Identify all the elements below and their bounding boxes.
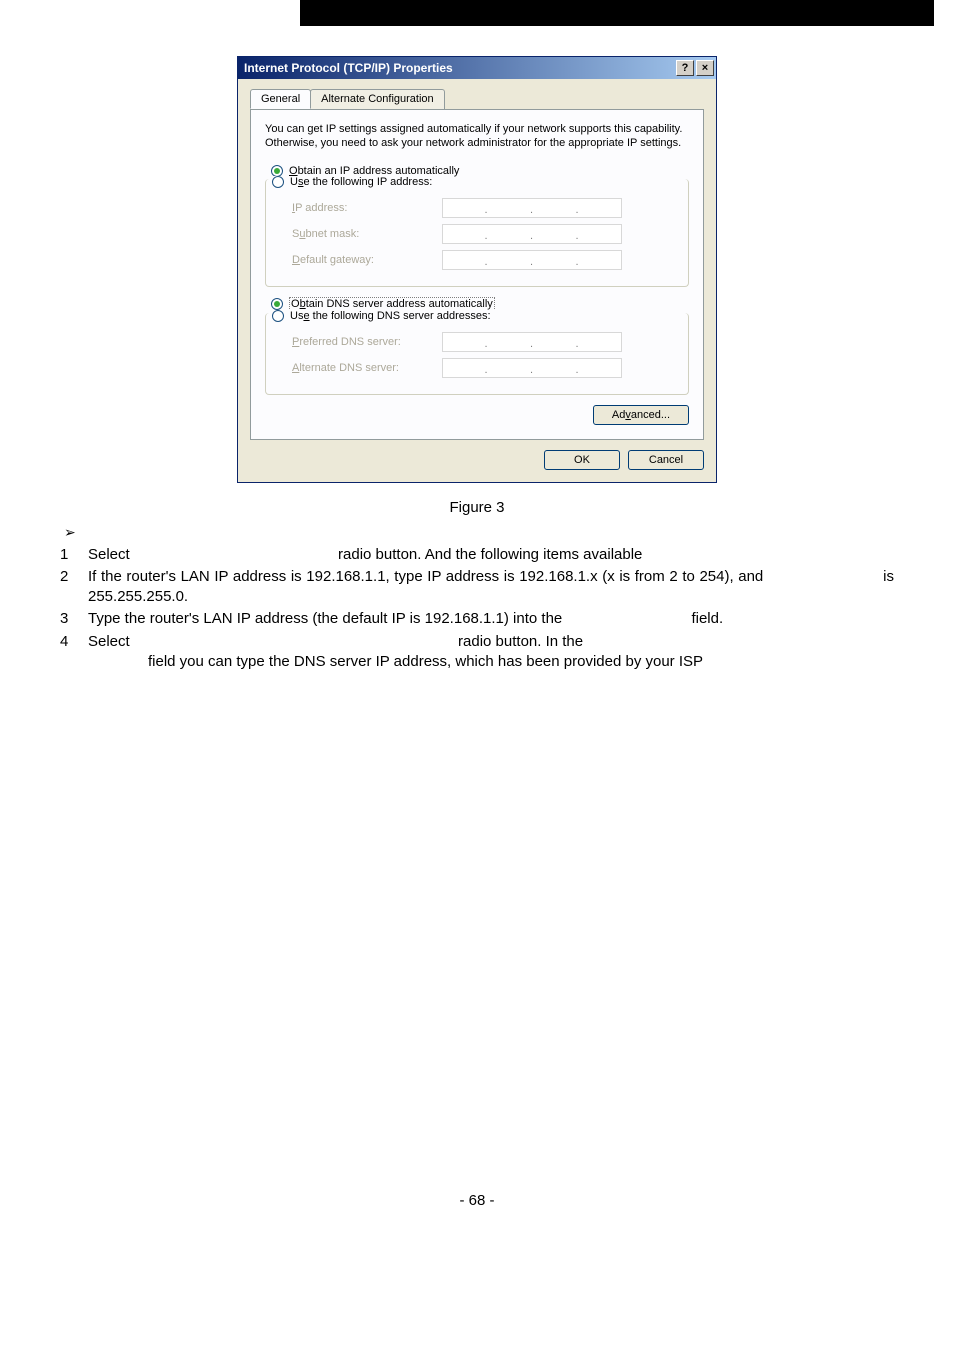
dialog-body: General Alternate Configuration You can …	[238, 79, 716, 482]
list-num-3: 3	[60, 609, 88, 629]
help-icon: ?	[682, 63, 689, 74]
ip-address-group: Use the following IP address: IP address…	[265, 179, 689, 287]
dialog-title: Internet Protocol (TCP/IP) Properties	[244, 61, 674, 75]
intro-text: You can get IP settings assigned automat…	[265, 122, 689, 151]
default-gateway-row: Default gateway: ...	[292, 250, 678, 270]
list-item: 2 If the router's LAN IP address is 192.…	[60, 567, 894, 608]
advanced-row: Advanced...	[265, 405, 689, 425]
default-gateway-label: Default gateway:	[292, 254, 442, 266]
list-text-3: Type the router's LAN IP address (the de…	[88, 609, 894, 629]
preferred-dns-input: ...	[442, 332, 622, 352]
tab-strip: General Alternate Configuration	[250, 89, 704, 110]
tab-general-label: General	[261, 93, 300, 105]
ip-address-input: ...	[442, 198, 622, 218]
dns-group: Use the following DNS server addresses: …	[265, 313, 689, 395]
subnet-mask-row: Subnet mask: ...	[292, 224, 678, 244]
list-text-1: Select radio button. And the following i…	[88, 545, 894, 565]
alternate-dns-row: Alternate DNS server: ...	[292, 358, 678, 378]
radio-obtain-dns-auto[interactable]: Obtain DNS server address automatically	[271, 297, 689, 311]
list-item: 4 Select radio button. In the field you …	[60, 632, 894, 673]
list-text-4: Select radio button. In the field you ca…	[88, 632, 894, 673]
tab-general[interactable]: General	[250, 89, 311, 109]
preferred-dns-row: Preferred DNS server: ...	[292, 332, 678, 352]
page-content: Internet Protocol (TCP/IP) Properties ? …	[0, 26, 954, 1209]
radio-icon	[272, 176, 284, 188]
subnet-mask-label: Subnet mask:	[292, 228, 442, 240]
radio-use-dns-label: Use the following DNS server addresses:	[290, 310, 491, 322]
close-button[interactable]: ×	[696, 60, 714, 76]
default-gateway-input: ...	[442, 250, 622, 270]
advanced-button[interactable]: Advanced...	[593, 405, 689, 425]
list-item: 1 Select radio button. And the following…	[60, 545, 894, 565]
list-item: 3 Type the router's LAN IP address (the …	[60, 609, 894, 629]
alternate-dns-input: ...	[442, 358, 622, 378]
ip-address-row: IP address: ...	[292, 198, 678, 218]
figure-caption: Figure 3	[60, 499, 894, 516]
radio-use-following-ip[interactable]: Use the following IP address:	[272, 176, 438, 188]
tab-alt-label: Alternate Configuration	[321, 93, 434, 105]
header-black-bar	[300, 0, 934, 26]
arrow-marker: ➢	[64, 524, 894, 541]
dialog-button-row: OK Cancel	[250, 450, 704, 470]
close-icon: ×	[702, 63, 708, 74]
cancel-button[interactable]: Cancel	[628, 450, 704, 470]
instruction-list: 1 Select radio button. And the following…	[60, 545, 894, 673]
list-num-2: 2	[60, 567, 88, 608]
list-num-4: 4	[60, 632, 88, 673]
radio-icon	[271, 298, 283, 310]
ok-button[interactable]: OK	[544, 450, 620, 470]
ip-address-label: IP address:	[292, 202, 442, 214]
help-button[interactable]: ?	[676, 60, 694, 76]
preferred-dns-label: Preferred DNS server:	[292, 336, 442, 348]
list-text-2: If the router's LAN IP address is 192.16…	[88, 567, 894, 608]
list-num-1: 1	[60, 545, 88, 565]
radio-use-ip-label: Use the following IP address:	[290, 176, 432, 188]
subnet-mask-input: ...	[442, 224, 622, 244]
radio-icon	[272, 310, 284, 322]
page-number: - 68 -	[60, 1192, 894, 1209]
radio-use-following-dns[interactable]: Use the following DNS server addresses:	[272, 310, 497, 322]
tab-alternate-configuration[interactable]: Alternate Configuration	[310, 89, 445, 109]
dialog-titlebar: Internet Protocol (TCP/IP) Properties ? …	[238, 57, 716, 79]
radio-obtain-dns-label: Obtain DNS server address automatically	[289, 297, 495, 311]
tcpip-properties-dialog: Internet Protocol (TCP/IP) Properties ? …	[237, 56, 717, 483]
tab-panel-general: You can get IP settings assigned automat…	[250, 109, 704, 440]
alternate-dns-label: Alternate DNS server:	[292, 362, 442, 374]
